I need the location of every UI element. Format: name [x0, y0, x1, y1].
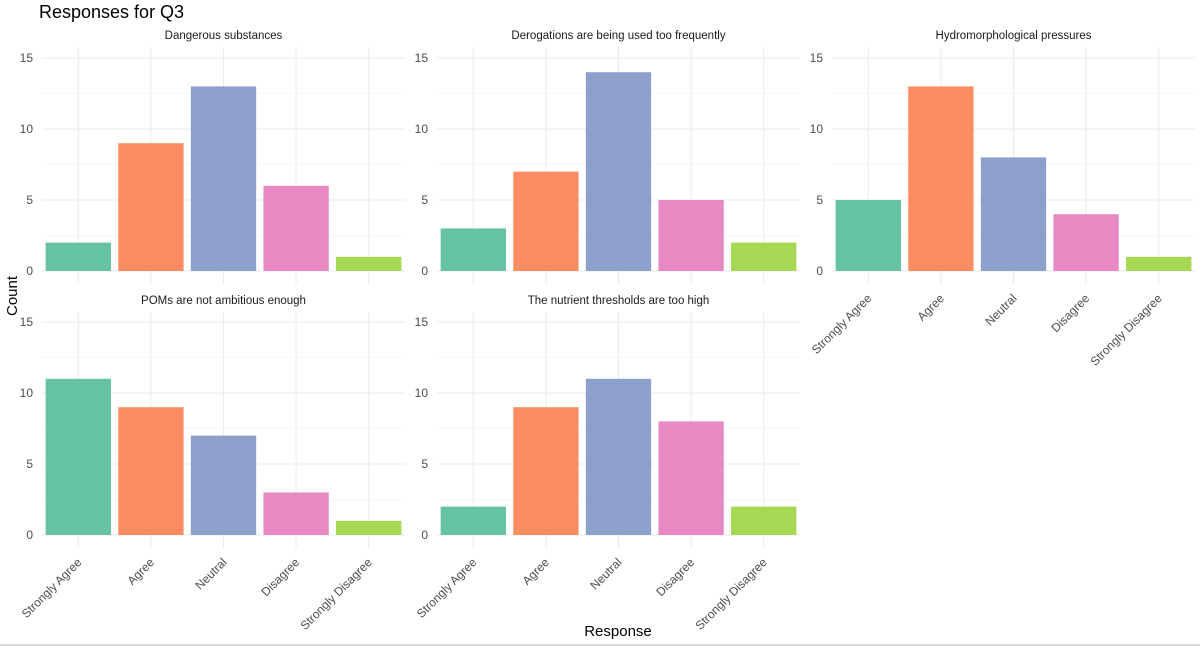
panel-title: Dangerous substances	[165, 30, 283, 42]
bottom-rule	[0, 644, 1200, 646]
bar	[658, 421, 724, 535]
x-tick-label: Neutral	[587, 555, 624, 592]
bar	[336, 256, 402, 271]
panel-title: Derogations are being used too frequentl…	[511, 30, 725, 42]
y-tick-label: 15	[20, 51, 34, 65]
y-tick-label: 10	[20, 122, 34, 136]
y-tick-label: 10	[810, 122, 824, 136]
bar	[440, 506, 506, 535]
panel-title: The nutrient thresholds are too high	[528, 295, 710, 307]
x-tick-label: Neutral	[192, 555, 229, 592]
bar	[731, 242, 797, 271]
panel-1: Dangerous substances 0 5 10 15	[20, 30, 405, 285]
y-tick-label: 0	[26, 528, 33, 542]
bar	[263, 492, 329, 535]
x-tick-label: Disagree	[258, 555, 302, 599]
x-tick-label: Strongly Agree	[414, 555, 480, 621]
bar	[835, 200, 901, 271]
bar	[1053, 214, 1119, 271]
panel-4: POMs are not ambitious enough 0 5 10 15 Stron…	[19, 295, 405, 633]
panel-title: Hydromorphological pressures	[936, 30, 1092, 42]
bar	[440, 228, 506, 271]
panel-3: Hydromorphological pressures 0 5 10 15 Strong…	[809, 30, 1195, 369]
bar	[190, 86, 257, 272]
x-tick-label: Agree	[914, 291, 947, 324]
y-tick-label: 10	[415, 386, 429, 400]
bar	[908, 86, 974, 272]
chart-title: Responses for Q3	[39, 2, 184, 22]
y-tick-label: 5	[421, 457, 428, 471]
x-tick-label: Strongly Disagree	[1087, 291, 1165, 369]
bar	[585, 72, 652, 271]
x-tick-label: Strongly Disagree	[692, 555, 770, 633]
y-tick-label: 10	[20, 386, 34, 400]
y-tick-label: 5	[816, 193, 823, 207]
bar	[513, 407, 579, 535]
panel-2: Derogations are being used too frequentl…	[415, 30, 800, 285]
y-axis-label: Count	[4, 275, 21, 316]
y-tick-label: 5	[421, 193, 428, 207]
bar	[658, 200, 724, 271]
bar	[336, 520, 402, 535]
y-tick-label: 15	[415, 315, 429, 329]
bar	[585, 378, 652, 535]
x-tick-label: Strongly Agree	[809, 291, 875, 357]
bar	[45, 242, 111, 271]
y-tick-label: 0	[816, 264, 823, 278]
bar	[731, 506, 797, 535]
panel-5: The nutrient thresholds are too high 0 5 10…	[414, 295, 800, 633]
x-tick-label: Strongly Disagree	[297, 555, 375, 633]
y-tick-label: 15	[415, 51, 429, 65]
bar	[980, 157, 1047, 271]
bar	[190, 435, 257, 535]
bar	[263, 185, 329, 271]
y-tick-label: 0	[26, 264, 33, 278]
x-tick-label: Agree	[519, 555, 552, 588]
bar	[1126, 256, 1192, 271]
x-tick-label: Strongly Agree	[19, 555, 85, 621]
y-tick-label: 15	[810, 51, 824, 65]
x-tick-label: Disagree	[653, 555, 697, 599]
bar	[513, 171, 579, 271]
x-tick-label: Agree	[124, 555, 157, 588]
facet-panels: Dangerous substances 0 5 10 15 Derogations ar…	[19, 30, 1195, 633]
y-tick-label: 10	[415, 122, 429, 136]
panel-title: POMs are not ambitious enough	[141, 295, 306, 307]
x-axis-label: Response	[584, 623, 652, 640]
x-tick-label: Neutral	[982, 291, 1019, 328]
y-tick-label: 5	[26, 193, 33, 207]
bar	[118, 407, 184, 535]
x-tick-label: Disagree	[1048, 291, 1092, 335]
y-tick-label: 0	[421, 528, 428, 542]
y-tick-label: 5	[26, 457, 33, 471]
y-tick-label: 15	[20, 315, 34, 329]
bar	[118, 143, 184, 271]
bar	[45, 378, 111, 535]
y-tick-label: 0	[421, 264, 428, 278]
